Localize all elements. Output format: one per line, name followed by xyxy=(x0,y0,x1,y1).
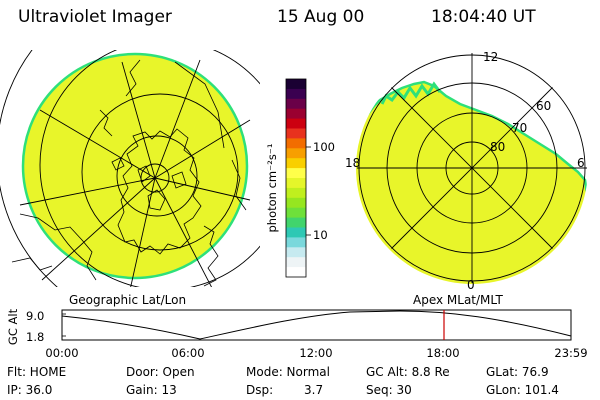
alt-x-tick-0000: 00:00 xyxy=(45,346,78,360)
colorbar-stripe xyxy=(286,197,306,209)
geographic-image-panel xyxy=(0,50,260,287)
mlat-label-70: 70 xyxy=(512,121,527,135)
mode-status: Mode: Normal xyxy=(246,365,330,379)
mlat-label-60: 60 xyxy=(536,99,551,113)
mlt-label-12: 12 xyxy=(483,50,498,64)
time-label: 18:04:40 UT xyxy=(431,7,536,27)
color-bar: 100 10 photon cm⁻²s⁻¹ xyxy=(265,78,335,278)
colorbar-stripe xyxy=(286,267,306,278)
colorbar-stripe xyxy=(286,257,306,268)
alt-y-bottom: 1.8 xyxy=(26,330,44,344)
altitude-plot: 9.0 1.8 GC Alt 00:00 06:00 12:00 18:00 2… xyxy=(6,308,588,360)
colorbar-stripe xyxy=(286,158,306,169)
colorbar-stripe xyxy=(286,178,306,189)
glat-status: GLat: 76.9 xyxy=(486,365,549,379)
gain-status: Gain: 13 xyxy=(126,383,177,397)
mlt-label-18: 18 xyxy=(345,156,360,170)
alt-y-top: 9.0 xyxy=(26,309,44,323)
dsp-value: 3.7 xyxy=(304,383,324,397)
altitude-curve xyxy=(61,310,572,340)
gc-alt-status: GC Alt: 8.8 Re xyxy=(366,365,450,379)
geographic-label: Geographic Lat/Lon xyxy=(69,293,186,307)
colorbar-unit-label: photon cm⁻²s⁻¹ xyxy=(265,144,279,233)
colorbar-tick-10: 10 xyxy=(313,228,328,242)
door-status: Door: Open xyxy=(126,365,195,379)
glon-status: GLon: 101.4 xyxy=(486,383,559,397)
colorbar-stripe xyxy=(286,88,306,100)
colorbar-stripe xyxy=(286,227,306,238)
colorbar-stripe xyxy=(286,207,306,219)
seq-status: Seq: 30 xyxy=(366,383,412,397)
colorbar-stripe xyxy=(286,217,306,228)
alt-ylabel: GC Alt xyxy=(6,308,20,345)
colorbar-stripe xyxy=(286,247,306,258)
mlat-label-80: 80 xyxy=(490,140,505,154)
mlt-label-0: 0 xyxy=(467,278,475,292)
colorbar-stripe xyxy=(286,237,306,248)
apex-label: Apex MLat/MLT xyxy=(413,293,503,307)
colorbar-stripe xyxy=(286,138,306,149)
colorbar-stripe xyxy=(286,108,306,120)
dsp-label: Dsp: xyxy=(246,383,274,397)
alt-x-tick-0600: 06:00 xyxy=(171,346,204,360)
colorbar-stripe xyxy=(286,168,306,179)
colorbar-tick-100: 100 xyxy=(313,140,335,154)
colorbar-stripe xyxy=(286,148,306,159)
date-label: 15 Aug 00 xyxy=(277,7,365,27)
alt-x-tick-2359: 23:59 xyxy=(554,346,587,360)
coastlines xyxy=(11,59,247,287)
colorbar-stripe xyxy=(286,187,306,199)
colorbar-stripe xyxy=(286,128,306,139)
magnetic-image-panel: 12 18 6 0 60 70 80 xyxy=(345,50,588,292)
flight-status: Flt: HOME xyxy=(7,365,67,379)
ip-status: IP: 36.0 xyxy=(7,383,53,397)
alt-x-tick-1800: 18:00 xyxy=(426,346,459,360)
colorbar-stripe xyxy=(286,118,306,129)
geographic-grid xyxy=(0,50,260,287)
mlt-label-6: 6 xyxy=(577,156,585,170)
colorbar-stripe xyxy=(286,98,306,110)
alt-x-tick-1200: 12:00 xyxy=(299,346,332,360)
instrument-title: Ultraviolet Imager xyxy=(18,7,172,27)
colorbar-stripe xyxy=(286,79,306,90)
auroral-arc xyxy=(380,81,442,105)
